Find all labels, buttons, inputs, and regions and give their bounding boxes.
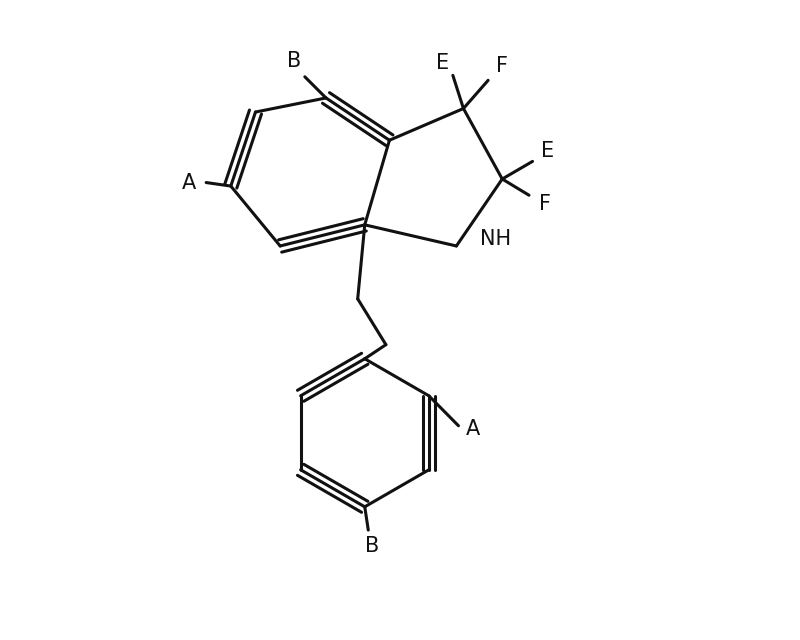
Text: A: A	[182, 173, 196, 193]
Text: F: F	[496, 56, 508, 76]
Text: A: A	[466, 419, 480, 439]
Text: B: B	[287, 51, 302, 71]
Text: E: E	[542, 141, 554, 161]
Text: E: E	[436, 52, 449, 73]
Text: B: B	[365, 536, 379, 556]
Text: F: F	[538, 194, 550, 214]
Text: NH: NH	[480, 229, 510, 249]
